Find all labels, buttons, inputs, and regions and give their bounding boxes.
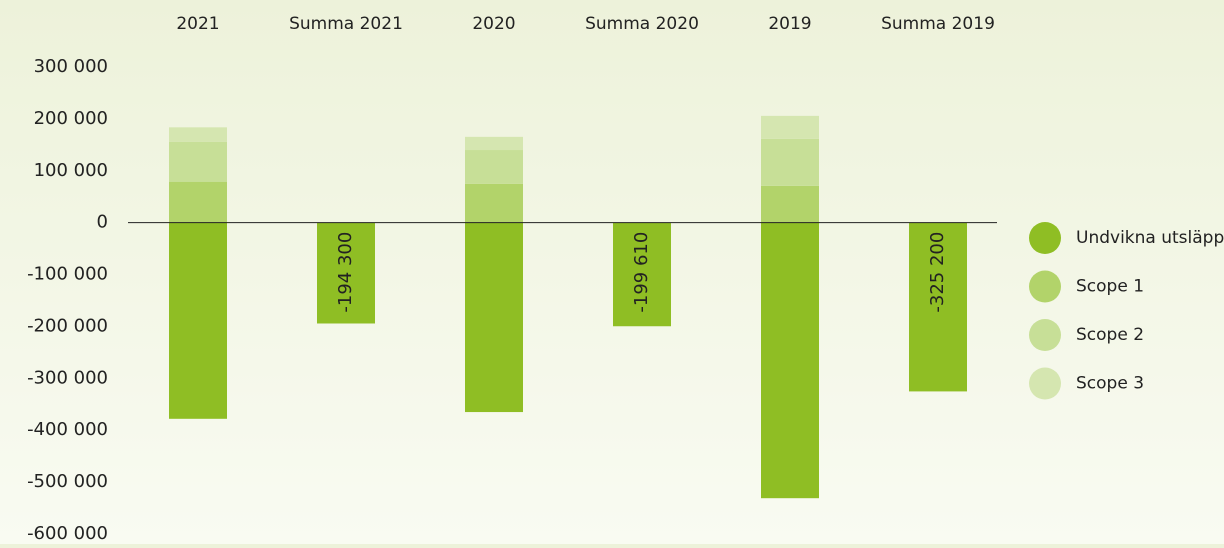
y-tick-label: -600 000 bbox=[27, 523, 108, 544]
bar bbox=[465, 136, 523, 151]
y-tick-label: -100 000 bbox=[27, 264, 108, 285]
bar bbox=[465, 222, 523, 413]
bar bbox=[317, 222, 375, 324]
bar bbox=[169, 181, 227, 223]
legend-swatch bbox=[1029, 319, 1061, 351]
bar bbox=[761, 115, 819, 139]
bar bbox=[169, 222, 227, 419]
legend-label: Scope 2 bbox=[1076, 325, 1144, 345]
y-tick-label: -300 000 bbox=[27, 367, 108, 388]
value-label: -194 300 bbox=[335, 232, 356, 313]
legend-label: Scope 3 bbox=[1076, 374, 1144, 394]
y-tick-label: 100 000 bbox=[34, 160, 108, 181]
bar bbox=[909, 222, 967, 392]
value-label: -325 200 bbox=[927, 232, 948, 313]
legend-swatch bbox=[1029, 367, 1061, 400]
y-tick-label: 300 000 bbox=[34, 56, 108, 77]
bar bbox=[761, 185, 819, 223]
x-category-label: 2020 bbox=[472, 14, 515, 34]
x-category-label: Summa 2019 bbox=[881, 14, 995, 34]
legend-label: Undvikna utsläpp bbox=[1076, 228, 1224, 248]
y-tick-label: 0 bbox=[97, 212, 108, 233]
y-tick-label: -400 000 bbox=[27, 419, 108, 440]
x-category-label: Summa 2021 bbox=[289, 14, 403, 34]
x-category-label: 2021 bbox=[176, 14, 219, 34]
x-category-label: 2019 bbox=[768, 14, 811, 34]
bar bbox=[761, 138, 819, 186]
y-tick-label: -200 000 bbox=[27, 315, 108, 336]
y-tick-label: 200 000 bbox=[34, 108, 108, 129]
bar bbox=[465, 183, 523, 223]
legend-swatch bbox=[1029, 222, 1061, 254]
y-tick-label: -500 000 bbox=[27, 471, 108, 492]
x-category-label: Summa 2020 bbox=[585, 14, 699, 34]
bar bbox=[761, 222, 819, 499]
bar bbox=[465, 150, 523, 184]
legend-label: Scope 1 bbox=[1076, 277, 1144, 297]
bar bbox=[169, 141, 227, 182]
bar bbox=[169, 127, 227, 142]
value-label: -199 610 bbox=[631, 232, 652, 313]
legend-swatch bbox=[1029, 270, 1061, 303]
bar bbox=[613, 222, 671, 327]
